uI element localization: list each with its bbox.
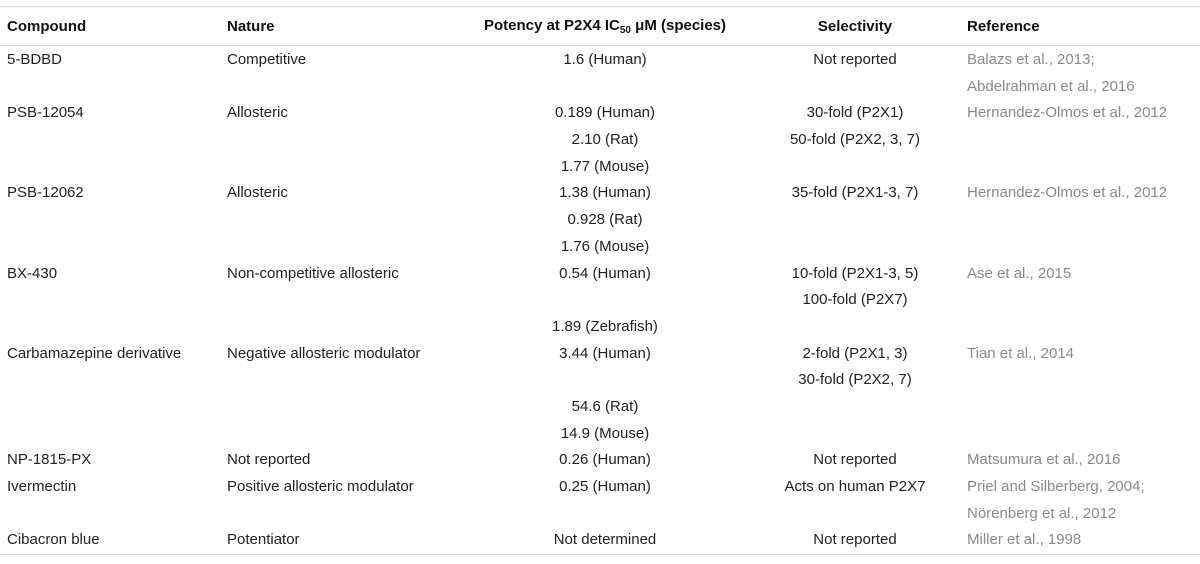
header-potency-subscript: 50 [619, 24, 631, 36]
cell-potency-line: 1.89 (Zebrafish) [552, 317, 658, 335]
cell-potency-line: 0.189 (Human) [554, 104, 656, 122]
cell-potency-line: 1.77 (Mouse) [560, 157, 650, 175]
cell-selectivity: Not reported [750, 447, 960, 474]
table-row: Cibacron blue Potentiator Not determined No… [0, 527, 1200, 556]
table-row: BX-430 Non-competitive allosteric 0.54 (Hu… [0, 261, 1200, 341]
cell-potency-line: 0.26 (Human) [559, 451, 651, 469]
cell-nature: Non-competitive allosteric [227, 264, 399, 282]
cell-compound: Cibacron blue [0, 527, 220, 556]
cell-reference-line: Hernandez-Olmos et al., 2012 [967, 184, 1168, 202]
cell-reference: Hernandez-Olmos et al., 2012 [960, 100, 1200, 180]
cell-reference: Ase et al., 2015 [960, 261, 1200, 341]
cell-compound: PSB-12054 [7, 104, 84, 122]
cell-selectivity-line: 30-fold (P2X1) [806, 104, 904, 122]
cell-potency-line: 0.928 (Rat) [567, 211, 643, 229]
cell-reference: Miller et al., 1998 [960, 527, 1200, 556]
table-row: PSB-12062 Allosteric 1.38 (Human) 0.928 (Ra… [0, 180, 1200, 260]
cell-compound: NP-1815-PX [7, 451, 92, 469]
cell-potency-line: 3.44 (Human) [559, 344, 651, 362]
cell-reference-line: Nörenberg et al., 2012 [967, 504, 1117, 522]
header-reference: Reference [960, 6, 1200, 46]
cell-selectivity: 35-fold (P2X1-3, 7) [750, 180, 960, 260]
cell-selectivity: Not reported [750, 527, 960, 556]
cell-potency: 0.25 (Human) [460, 474, 750, 527]
cell-selectivity-line: 2-fold (P2X1, 3) [802, 344, 908, 362]
cell-reference-line: Miller et al., 1998 [967, 531, 1082, 549]
cell-reference-line: Ase et al., 2015 [967, 264, 1072, 282]
header-potency-suffix: μM (species) [630, 16, 727, 34]
cell-selectivity-line: Not reported [813, 451, 897, 469]
cell-selectivity-line: 10-fold (P2X1-3, 5) [791, 264, 919, 282]
cell-potency-line: 0.54 (Human) [559, 264, 651, 282]
cell-potency-line: 54.6 (Rat) [571, 397, 639, 415]
compound-table: Compound Nature Potency at P2X4 IC50 μM … [0, 6, 1200, 556]
table-row: NP-1815-PX Not reported 0.26 (Human) Not re… [0, 447, 1200, 474]
cell-reference-line: Abdelrahman et al., 2016 [967, 77, 1135, 95]
header-nature: Nature [220, 6, 460, 46]
cell-reference-line: Balazs et al., 2013; [967, 51, 1095, 68]
cell-selectivity-line: 30-fold (P2X2, 7) [798, 371, 912, 389]
cell-potency-line: 1.6 (Human) [563, 51, 647, 68]
header-compound: Compound [0, 6, 220, 46]
cell-compound: 5-BDBD [7, 51, 63, 68]
cell-compound: Carbamazepine derivative [7, 344, 182, 362]
cell-reference: Tian et al., 2014 [960, 341, 1200, 448]
cell-reference: Priel and Silberberg, 2004; Nörenberg et … [960, 474, 1200, 527]
cell-reference: Balazs et al., 2013; Abdelrahman et al., … [960, 46, 1200, 101]
cell-potency: 1.6 (Human) [460, 46, 750, 101]
cell-selectivity-line: Not reported [813, 51, 897, 68]
header-row: Compound Nature Potency at P2X4 IC50 μM … [0, 6, 1200, 46]
cell-nature: Allosteric [227, 184, 288, 202]
cell-potency-line: 0.25 (Human) [559, 478, 651, 496]
cell-reference-line: Matsumura et al., 2016 [967, 451, 1121, 469]
cell-selectivity-line: 100-fold (P2X7) [802, 291, 908, 309]
cell-compound: BX-430 [7, 264, 58, 282]
cell-nature: Positive allosteric modulator [227, 478, 414, 496]
cell-nature: Not reported [227, 451, 311, 469]
cell-potency-line: Not determined [553, 531, 657, 549]
cell-selectivity: 30-fold (P2X1) 50-fold (P2X2, 3, 7) [750, 100, 960, 180]
cell-potency-line [460, 287, 750, 314]
cell-potency: 0.189 (Human) 2.10 (Rat) 1.77 (Mouse) [460, 100, 750, 180]
cell-potency-line: 14.9 (Mouse) [560, 424, 650, 442]
table-row: 5-BDBD Competitive 1.6 (Human) Not reported… [0, 46, 1200, 101]
cell-reference: Hernandez-Olmos et al., 2012 [960, 180, 1200, 260]
cell-nature: Potentiator [220, 527, 460, 556]
cell-selectivity: Acts on human P2X7 [750, 474, 960, 527]
cell-potency-line: 1.38 (Human) [559, 184, 651, 202]
cell-selectivity: 2-fold (P2X1, 3) 30-fold (P2X2, 7) [750, 341, 960, 448]
cell-selectivity-line: 35-fold (P2X1-3, 7) [791, 184, 919, 202]
cell-potency: 0.26 (Human) [460, 447, 750, 474]
header-potency-prefix: Potency at P2X4 IC [483, 16, 620, 34]
table-row: Ivermectin Positive allosteric modulator 0… [0, 474, 1200, 527]
cell-reference-line: Priel and Silberberg, 2004; [967, 478, 1145, 496]
cell-selectivity: Not reported [750, 46, 960, 101]
header-selectivity: Selectivity [750, 6, 960, 46]
cell-nature: Competitive [227, 51, 307, 68]
table-row: PSB-12054 Allosteric 0.189 (Human) 2.10 (Ra… [0, 100, 1200, 180]
cell-potency: 1.38 (Human) 0.928 (Rat) 1.76 (Mouse) [460, 180, 750, 260]
cell-selectivity-line: Acts on human P2X7 [784, 478, 926, 496]
cell-potency-line: 2.10 (Rat) [571, 131, 639, 149]
cell-selectivity: 10-fold (P2X1-3, 5) 100-fold (P2X7) [750, 261, 960, 341]
cell-reference-line: Hernandez-Olmos et al., 2012 [967, 104, 1168, 122]
cell-potency-line: 1.76 (Mouse) [560, 237, 650, 255]
cell-nature: Negative allosteric modulator [227, 344, 421, 362]
cell-reference: Matsumura et al., 2016 [960, 447, 1200, 474]
cell-potency: 3.44 (Human) 54.6 (Rat) 14.9 (Mouse) [460, 341, 750, 448]
cell-potency-line [460, 367, 750, 394]
table-row: Carbamazepine derivative Negative alloste… [0, 341, 1200, 448]
cell-compound: PSB-12062 [7, 184, 84, 202]
cell-nature: Allosteric [227, 104, 288, 122]
cell-reference-line: Tian et al., 2014 [967, 344, 1075, 362]
cell-selectivity-line: 50-fold (P2X2, 3, 7) [789, 131, 921, 149]
header-potency: Potency at P2X4 IC50 μM (species) [460, 6, 750, 46]
cell-compound: Ivermectin [7, 478, 77, 496]
cell-potency: 0.54 (Human) 1.89 (Zebrafish) [460, 261, 750, 341]
cell-potency: Not determined [460, 527, 750, 556]
cell-selectivity-line: Not reported [813, 531, 897, 549]
